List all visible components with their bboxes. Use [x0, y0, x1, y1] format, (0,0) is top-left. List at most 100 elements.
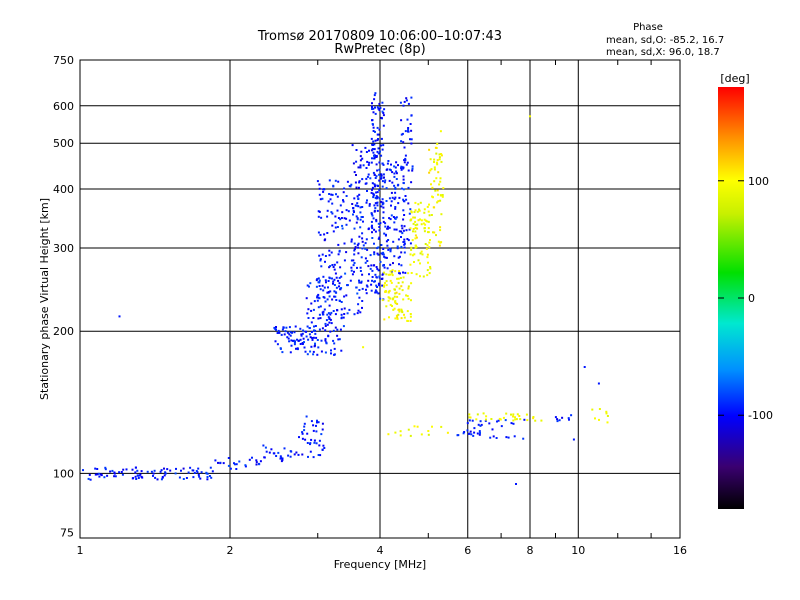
data-point: [394, 302, 397, 305]
data-point: [377, 107, 380, 110]
data-point: [371, 105, 373, 108]
data-point: [358, 193, 361, 196]
data-point: [496, 420, 498, 423]
data-point: [303, 429, 306, 432]
data-point: [411, 239, 414, 242]
data-point: [303, 422, 306, 425]
data-point: [416, 227, 419, 230]
data-point: [356, 312, 359, 315]
data-point: [275, 326, 277, 328]
data-point: [312, 336, 315, 339]
data-point: [164, 471, 167, 474]
data-point: [324, 351, 327, 354]
data-point: [431, 186, 434, 189]
data-point: [317, 306, 320, 309]
data-point: [326, 313, 329, 316]
data-point: [371, 123, 374, 125]
data-point: [417, 203, 420, 206]
data-point: [356, 195, 359, 198]
data-point: [377, 185, 379, 187]
data-point: [429, 169, 432, 172]
data-point: [345, 195, 348, 197]
data-point: [436, 142, 439, 145]
data-point: [287, 337, 290, 340]
data-point: [118, 471, 121, 474]
data-point: [324, 255, 327, 257]
data-point: [329, 265, 332, 268]
data-point: [338, 276, 341, 279]
data-point: [387, 248, 390, 251]
data-point: [332, 329, 335, 332]
data-point: [473, 431, 476, 434]
data-point: [301, 431, 304, 434]
data-point: [137, 477, 140, 479]
data-point: [310, 420, 313, 423]
data-point: [440, 213, 443, 216]
data-point: [367, 163, 370, 166]
data-point: [489, 436, 492, 439]
data-point: [512, 415, 514, 418]
data-point: [410, 138, 413, 141]
data-point: [337, 180, 340, 183]
phase-stats-title: Phase: [633, 22, 663, 33]
data-point: [442, 187, 445, 190]
data-point: [312, 308, 315, 311]
data-point: [414, 244, 417, 247]
data-point: [350, 266, 353, 269]
data-point: [227, 457, 230, 459]
data-point: [402, 218, 405, 221]
data-point: [359, 226, 362, 229]
data-point: [305, 330, 308, 333]
data-point: [307, 317, 310, 319]
data-point: [432, 206, 435, 209]
data-point: [361, 247, 364, 250]
data-point: [382, 251, 385, 254]
data-point: [401, 289, 404, 292]
data-point: [407, 272, 410, 275]
data-point: [413, 216, 416, 219]
data-point: [316, 296, 319, 299]
data-point: [428, 171, 431, 174]
data-point: [295, 451, 298, 454]
data-point: [394, 196, 397, 199]
data-point: [330, 193, 333, 196]
data-point: [357, 246, 360, 249]
data-point: [387, 239, 390, 241]
data-point: [427, 220, 430, 223]
data-point: [152, 472, 155, 475]
data-point: [387, 299, 390, 302]
data-point: [345, 209, 348, 212]
data-point: [154, 476, 157, 479]
data-point: [309, 442, 312, 445]
data-point: [468, 419, 471, 422]
data-point: [395, 178, 398, 180]
data-point: [420, 433, 423, 436]
data-point: [410, 114, 413, 117]
data-point: [374, 177, 377, 179]
data-point: [390, 270, 393, 273]
data-point: [383, 176, 385, 179]
data-point: [523, 418, 526, 421]
data-point: [380, 200, 383, 203]
data-point: [429, 239, 431, 241]
data-point: [479, 420, 482, 423]
data-point: [391, 269, 394, 272]
data-point: [410, 272, 413, 274]
data-point: [468, 413, 471, 416]
data-point: [355, 149, 358, 151]
data-point: [299, 338, 302, 341]
data-point: [374, 230, 377, 233]
data-point: [396, 295, 399, 298]
data-point: [433, 166, 436, 169]
data-point: [397, 164, 399, 167]
data-point: [371, 276, 374, 278]
data-point: [388, 217, 391, 220]
data-point: [428, 203, 430, 206]
data-point: [320, 216, 323, 219]
data-point: [372, 144, 374, 146]
data-point: [297, 339, 300, 342]
data-point: [306, 325, 309, 328]
data-point: [407, 202, 410, 205]
data-point: [389, 279, 392, 282]
data-point: [310, 438, 313, 441]
